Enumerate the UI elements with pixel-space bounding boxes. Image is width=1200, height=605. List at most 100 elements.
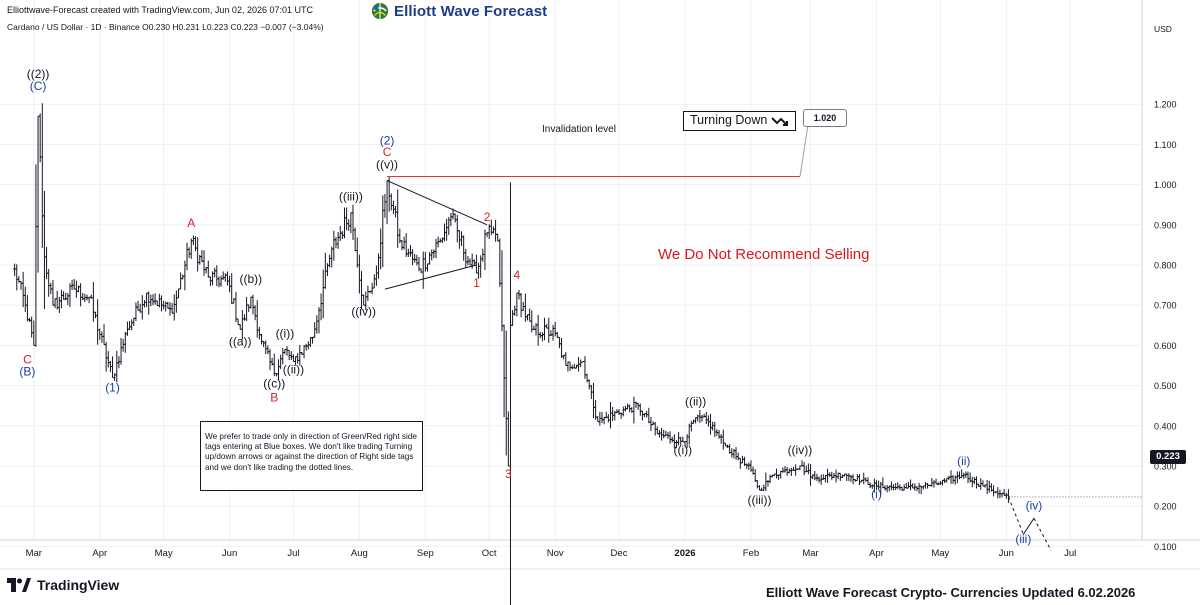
ohlc-bar bbox=[825, 468, 830, 483]
ohlc-bar bbox=[600, 411, 604, 424]
ohlc-bar bbox=[119, 337, 123, 365]
ohlc-bar bbox=[632, 396, 636, 424]
ohlc-bar bbox=[321, 269, 325, 319]
ohlc-bar bbox=[264, 340, 268, 355]
ohlc-bar bbox=[217, 276, 221, 288]
y-tick-label: 1.000 bbox=[1154, 180, 1177, 190]
ohlc-bar bbox=[449, 212, 453, 227]
ohlc-bar bbox=[153, 293, 157, 305]
ohlc-bar bbox=[42, 191, 47, 310]
ohlc-bar bbox=[187, 247, 191, 258]
ohlc-bar bbox=[540, 332, 544, 342]
x-tick-label: Jun bbox=[222, 548, 237, 559]
ohlc-bar bbox=[413, 253, 417, 263]
ohlc-bar bbox=[55, 290, 59, 310]
ohlc-bar bbox=[508, 182, 513, 605]
ohlc-bar bbox=[896, 482, 900, 490]
wave-label: C bbox=[23, 352, 32, 366]
ohlc-bar bbox=[736, 452, 740, 461]
projection-dotted-line bbox=[1007, 496, 1024, 535]
ohlc-bar bbox=[608, 402, 613, 429]
ohlc-bar bbox=[185, 242, 189, 271]
ohlc-bar bbox=[285, 346, 289, 356]
ohlc-bar bbox=[930, 478, 934, 487]
ohlc-bar bbox=[236, 318, 240, 326]
ohlc-bar bbox=[68, 283, 72, 308]
ohlc-bar bbox=[474, 254, 479, 274]
ohlc-bar bbox=[536, 314, 540, 346]
ohlc-bar bbox=[511, 310, 515, 326]
ohlc-bar bbox=[79, 283, 83, 307]
x-tick-label: Jul bbox=[287, 548, 299, 559]
ohlc-bar bbox=[496, 233, 500, 242]
ohlc-bar bbox=[289, 351, 293, 360]
ohlc-bar bbox=[30, 316, 34, 338]
ohlc-bar bbox=[159, 295, 164, 312]
ohlc-bar bbox=[523, 293, 527, 322]
ohlc-bar bbox=[349, 212, 353, 234]
x-tick-label: Sep bbox=[417, 548, 434, 559]
ohlc-bar bbox=[242, 314, 247, 321]
ohlc-bar bbox=[215, 265, 219, 287]
projection-solid-line bbox=[1022, 517, 1035, 535]
brand-title: Elliott Wave Forecast bbox=[394, 2, 548, 20]
ohlc-bar bbox=[459, 231, 464, 246]
ohlc-bar bbox=[774, 468, 779, 479]
ohlc-bar bbox=[25, 295, 30, 322]
x-tick-label: Apr bbox=[869, 548, 884, 559]
y-axis-unit: USD bbox=[1154, 24, 1172, 34]
x-tick-label: May bbox=[155, 548, 173, 559]
wave-label: (i) bbox=[871, 487, 882, 501]
ohlc-bar bbox=[251, 294, 255, 315]
ohlc-bar bbox=[717, 430, 721, 439]
ohlc-bar bbox=[974, 476, 979, 489]
x-tick-label: Mar bbox=[802, 548, 818, 559]
x-tick-label: Aug bbox=[351, 548, 368, 559]
ohlc-bar bbox=[706, 415, 710, 427]
ohlc-bar bbox=[317, 307, 321, 334]
ohlc-bar bbox=[585, 373, 589, 383]
ohlc-bar bbox=[757, 485, 762, 491]
y-tick-label: 1.100 bbox=[1154, 140, 1177, 150]
ohlc-bar bbox=[259, 333, 264, 345]
wave-label: ((iii)) bbox=[339, 190, 363, 204]
ohlc-bar bbox=[74, 280, 78, 298]
ohlc-bar bbox=[151, 294, 155, 306]
ohlc-bar bbox=[219, 275, 223, 287]
ohlc-bar bbox=[845, 473, 849, 482]
ohlc-bar bbox=[100, 331, 104, 343]
x-tick-label: Dec bbox=[611, 548, 628, 559]
ohlc-bar bbox=[568, 361, 572, 371]
ohlc-bar bbox=[815, 473, 819, 481]
ohlc-bar bbox=[606, 414, 610, 423]
ohlc-bar bbox=[730, 448, 734, 458]
ohlc-bar bbox=[262, 340, 266, 348]
ohlc-bar bbox=[855, 474, 859, 482]
ohlc-bar bbox=[908, 479, 913, 491]
wave-label: (1) bbox=[105, 381, 120, 395]
ohlc-bar bbox=[802, 462, 806, 476]
ohlc-bar bbox=[634, 401, 638, 409]
ohlc-bar bbox=[657, 430, 662, 438]
ohlc-bar bbox=[396, 189, 400, 248]
ohlc-bar bbox=[410, 249, 415, 266]
ohlc-bar bbox=[638, 403, 642, 416]
ohlc-bar bbox=[206, 260, 210, 278]
ohlc-bar bbox=[1002, 488, 1006, 496]
ohlc-bar bbox=[502, 324, 506, 418]
ohlc-bar bbox=[570, 364, 574, 370]
tradingview-logo[interactable]: TradingView bbox=[7, 577, 119, 593]
tradingview-text: TradingView bbox=[37, 577, 120, 593]
ohlc-bar bbox=[66, 292, 70, 306]
ohlc-bar bbox=[491, 226, 496, 234]
ohlc-bar bbox=[202, 250, 206, 276]
ohlc-bar bbox=[381, 195, 385, 268]
footer-note: Elliott Wave Forecast Crypto- Currencies… bbox=[766, 585, 1136, 600]
wave-label: (2) bbox=[380, 133, 395, 147]
ohlc-bar bbox=[883, 485, 887, 491]
current-price-tag: 0.223 bbox=[1150, 450, 1186, 464]
wave-label: 2 bbox=[484, 210, 491, 224]
wave-label: A bbox=[187, 216, 195, 230]
ohlc-bar bbox=[904, 482, 908, 489]
